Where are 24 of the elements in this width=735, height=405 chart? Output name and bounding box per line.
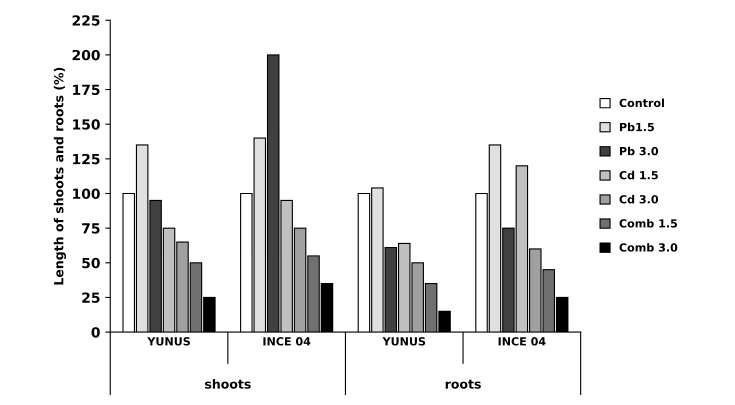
x-tick-label: INCE 04 xyxy=(498,337,546,346)
y-tick-label: 25 xyxy=(82,292,100,303)
y-tick-label: 0 xyxy=(92,327,100,338)
text: shoots xyxy=(205,379,251,389)
y-tick-label: 200 xyxy=(72,50,100,60)
y-tick-label: 150 xyxy=(73,119,100,130)
y-tick-label: 50 xyxy=(82,258,100,268)
legend-label: Control xyxy=(620,98,664,108)
legend-label: Comb 1.5 xyxy=(620,218,678,228)
y-tick-label: 75 xyxy=(82,223,100,234)
legend-label: Comb 3.0 xyxy=(620,243,678,252)
x-tick-label: YUNUS xyxy=(382,337,426,346)
x-tick-label: INCE 04 xyxy=(263,337,310,346)
legend-label: Cd 3.0 xyxy=(620,194,658,204)
legend-label: Pb 3.0 xyxy=(620,146,658,156)
text: roots xyxy=(446,380,481,389)
legend-label: Cd 1.5 xyxy=(620,170,658,180)
y-tick-label: 175 xyxy=(73,84,100,96)
y-tick-label: 100 xyxy=(73,188,100,199)
x-tick-label: YUNUS xyxy=(147,337,190,346)
y-axis-title: Length of shoots and roots (%) xyxy=(54,68,66,284)
y-tick-label: 225 xyxy=(72,15,100,26)
y-tick-label: 125 xyxy=(73,154,100,164)
legend-label: Pb1.5 xyxy=(620,122,654,132)
